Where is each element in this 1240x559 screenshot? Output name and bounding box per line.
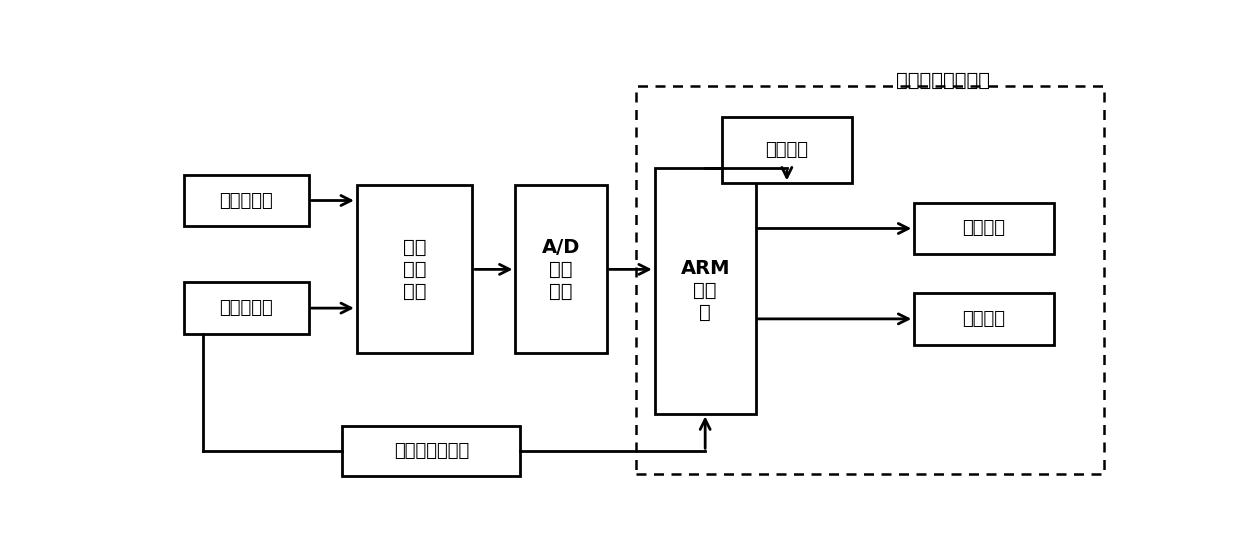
- Bar: [914, 203, 1054, 254]
- Bar: [635, 87, 1105, 474]
- Text: 电流互感器: 电流互感器: [219, 192, 273, 210]
- Text: 信号采集处理模块: 信号采集处理模块: [897, 70, 990, 89]
- Text: A/D
转换
模块: A/D 转换 模块: [542, 238, 580, 301]
- Text: 通信模块: 通信模块: [765, 141, 808, 159]
- Text: 存储模块: 存储模块: [962, 220, 1006, 238]
- Bar: [184, 174, 309, 226]
- Bar: [357, 186, 472, 353]
- Text: 显示模块: 显示模块: [962, 310, 1006, 328]
- Text: 电压互感器: 电压互感器: [219, 299, 273, 317]
- Bar: [655, 168, 755, 414]
- Bar: [342, 427, 521, 476]
- Text: ARM
处理
器: ARM 处理 器: [681, 259, 730, 323]
- Text: 信号
调理
电路: 信号 调理 电路: [403, 238, 427, 301]
- Bar: [722, 117, 852, 183]
- Bar: [184, 282, 309, 334]
- Text: 锁相环倍频电路: 锁相环倍频电路: [393, 442, 469, 460]
- Bar: [914, 293, 1054, 345]
- Bar: [516, 186, 606, 353]
